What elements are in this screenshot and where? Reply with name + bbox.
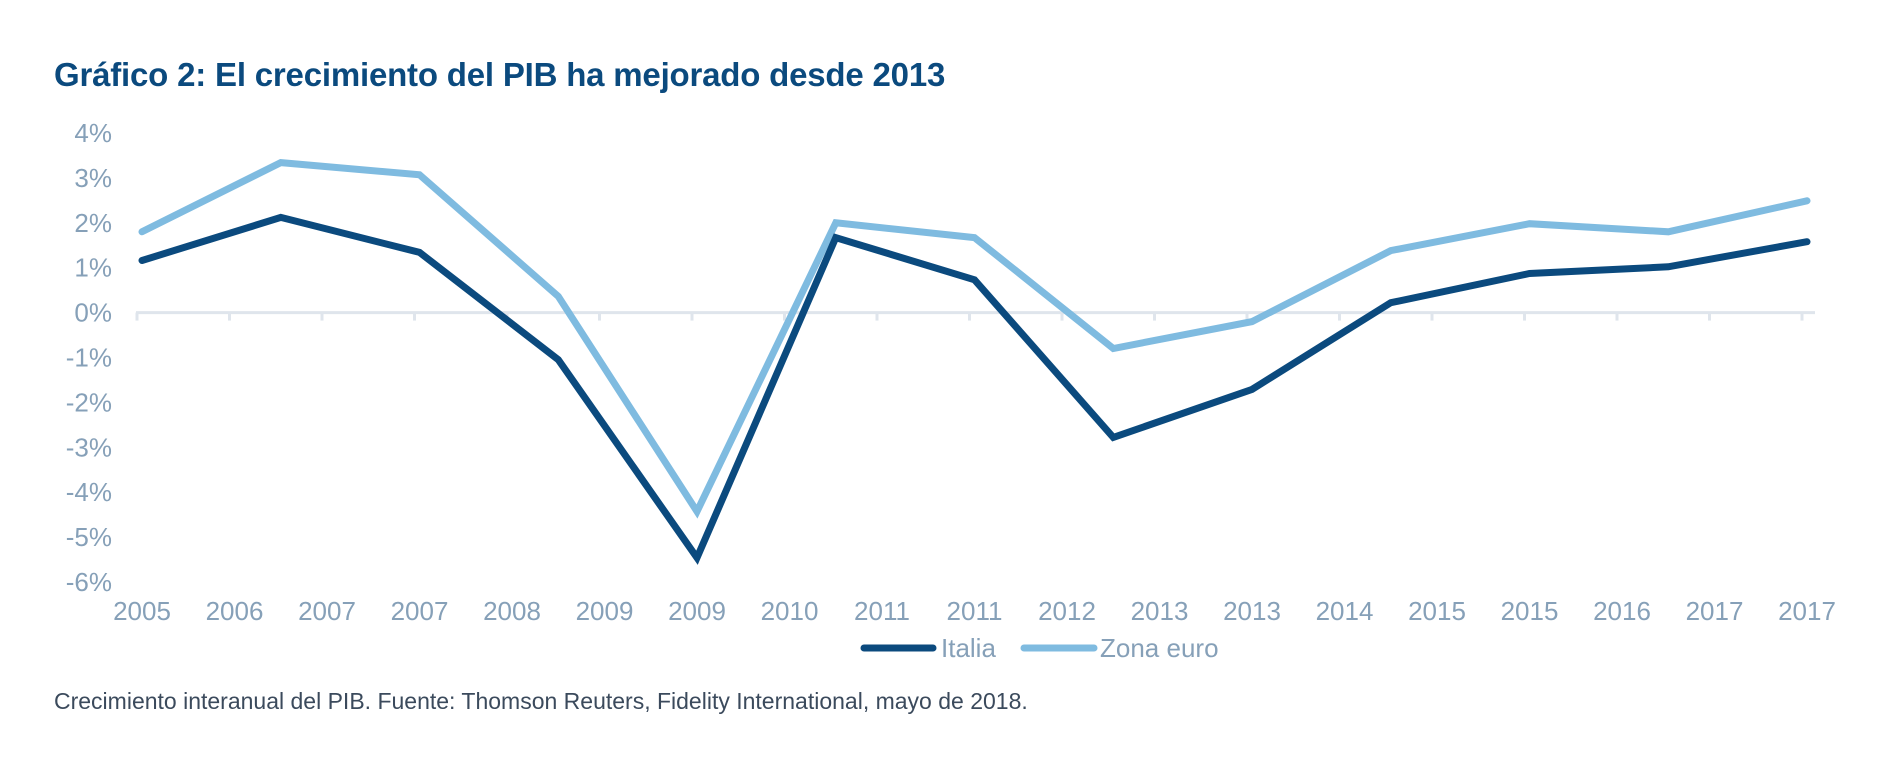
x-tick-label: 2009 <box>576 596 634 626</box>
x-tick-label: 2013 <box>1223 596 1281 626</box>
x-axis-ticks: 2005 2006 2007 2007 2008 2009 2009 2010 2011 2011… <box>113 596 1836 626</box>
chart-title: Gráfico 2: El crecimiento del PIB ha mej… <box>54 56 946 93</box>
y-tick-label: -4% <box>66 477 112 507</box>
legend-item-italia: Italia <box>860 633 996 663</box>
x-tick-label: 2012 <box>1038 596 1096 626</box>
x-tick-label: 2017 <box>1778 596 1836 626</box>
x-tick-label: 2014 <box>1316 596 1374 626</box>
legend-label: Zona euro <box>1100 633 1219 663</box>
y-tick-label: -3% <box>66 432 112 462</box>
x-axis <box>135 311 1815 321</box>
x-tick-label: 2013 <box>1131 596 1189 626</box>
x-tick-label: 2006 <box>206 596 264 626</box>
y-tick-label: -5% <box>66 522 112 552</box>
y-tick-label: -1% <box>66 343 112 373</box>
y-tick-label: 1% <box>74 253 112 283</box>
series-line-zona-euro <box>138 159 1811 519</box>
x-tick-label: 2007 <box>298 596 356 626</box>
y-axis-ticks: 4% 3% 2% 1% 0% -1% -2% -3% -4% -5% -6% <box>66 118 112 597</box>
x-tick-label: 2015 <box>1408 596 1466 626</box>
x-tick-label: 2016 <box>1593 596 1651 626</box>
x-tick-label: 2008 <box>483 596 541 626</box>
legend-label: Italia <box>941 633 996 663</box>
x-tick-label: 2015 <box>1501 596 1559 626</box>
legend-item-zona-euro: Zona euro <box>1020 633 1219 663</box>
y-tick-label: 2% <box>74 208 112 238</box>
chart-footnote: Crecimiento interanual del PIB. Fuente: … <box>54 688 1028 714</box>
legend: Italia Zona euro <box>860 633 1219 663</box>
y-tick-label: -2% <box>66 387 112 417</box>
y-tick-label: 3% <box>74 163 112 193</box>
series-line-italia <box>138 213 1811 565</box>
y-tick-label: -6% <box>66 567 112 597</box>
x-tick-label: 2005 <box>113 596 171 626</box>
x-tick-label: 2009 <box>668 596 726 626</box>
x-tick-label: 2011 <box>947 596 1003 626</box>
series-lines <box>138 159 1811 565</box>
y-tick-label: 4% <box>74 118 112 148</box>
x-tick-label: 2007 <box>391 596 449 626</box>
x-tick-label: 2017 <box>1686 596 1744 626</box>
y-tick-label: 0% <box>74 298 112 328</box>
x-tick-label: 2011 <box>854 596 910 626</box>
x-tick-label: 2010 <box>761 596 819 626</box>
